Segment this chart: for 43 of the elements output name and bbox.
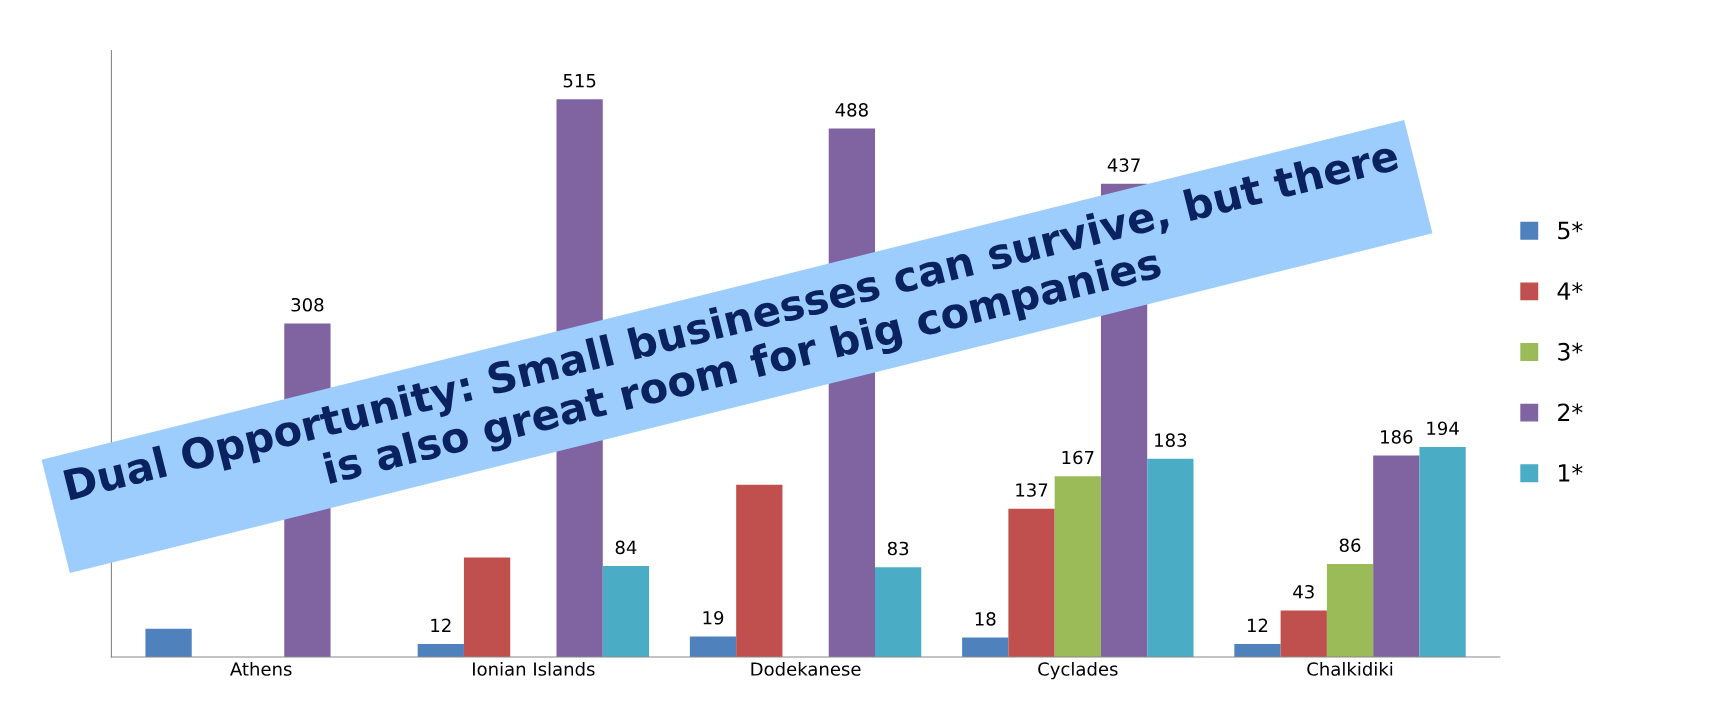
x-tick-label: Dodekanese bbox=[751, 661, 861, 676]
bar bbox=[689, 636, 737, 658]
legend-label: 5* bbox=[1558, 221, 1583, 240]
bar bbox=[463, 557, 511, 658]
bar bbox=[417, 644, 464, 658]
x-tick-label: Cyclades bbox=[1038, 661, 1118, 680]
legend-label: 3* bbox=[1558, 342, 1583, 361]
x-tick-label: Athens bbox=[230, 661, 292, 676]
bar bbox=[1280, 610, 1327, 658]
data-label: 12 bbox=[431, 618, 451, 632]
x-tick-label: Chalkidiki bbox=[1307, 661, 1393, 676]
data-label: 12 bbox=[1247, 618, 1268, 632]
bar bbox=[1054, 476, 1101, 658]
bar bbox=[1234, 644, 1281, 658]
data-label: 137 bbox=[1016, 483, 1048, 497]
data-label: 86 bbox=[1339, 538, 1361, 553]
data-label: 437 bbox=[1107, 158, 1140, 172]
data-label: 515 bbox=[563, 74, 596, 88]
data-label: 18 bbox=[975, 612, 996, 626]
data-label: 183 bbox=[1155, 433, 1187, 447]
bar bbox=[602, 566, 650, 658]
legend-label: 1* bbox=[1559, 464, 1583, 482]
bar bbox=[1147, 458, 1194, 658]
data-label: 308 bbox=[291, 297, 324, 312]
bar bbox=[1008, 508, 1055, 658]
data-label: 488 bbox=[835, 103, 868, 117]
bar bbox=[145, 628, 192, 658]
data-label: 84 bbox=[615, 540, 637, 555]
bar bbox=[962, 637, 1009, 658]
data-label: 194 bbox=[1427, 421, 1459, 436]
bar bbox=[1373, 455, 1420, 658]
data-label: 19 bbox=[703, 610, 724, 625]
bar bbox=[1419, 446, 1466, 658]
data-label: 186 bbox=[1381, 430, 1413, 444]
data-label: 83 bbox=[887, 541, 909, 556]
data-label: 43 bbox=[1293, 584, 1314, 599]
bar bbox=[1326, 563, 1374, 658]
x-tick-label: Ionian Islands bbox=[473, 661, 595, 676]
data-label: 167 bbox=[1062, 450, 1094, 465]
legend-label: 4* bbox=[1557, 282, 1583, 300]
bar bbox=[875, 567, 922, 658]
bar bbox=[736, 484, 783, 658]
legend-label: 2* bbox=[1558, 403, 1583, 421]
